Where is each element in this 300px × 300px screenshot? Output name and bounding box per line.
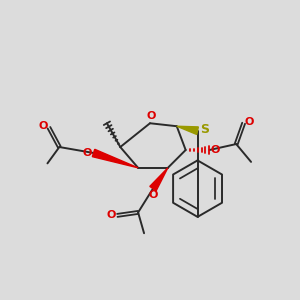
- Text: O: O: [107, 210, 116, 220]
- Polygon shape: [92, 149, 138, 168]
- Polygon shape: [150, 168, 168, 191]
- Text: O: O: [147, 111, 156, 121]
- Text: O: O: [244, 117, 254, 127]
- Polygon shape: [177, 126, 198, 134]
- Text: S: S: [200, 123, 209, 136]
- Text: O: O: [83, 148, 92, 158]
- Text: O: O: [149, 190, 158, 200]
- Text: O: O: [39, 121, 48, 131]
- Text: O: O: [211, 145, 220, 155]
